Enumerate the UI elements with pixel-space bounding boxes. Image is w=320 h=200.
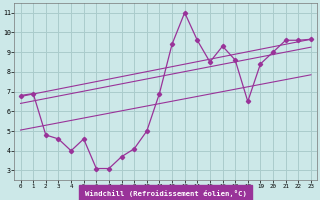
X-axis label: Windchill (Refroidissement éolien,°C): Windchill (Refroidissement éolien,°C) xyxy=(85,190,247,197)
